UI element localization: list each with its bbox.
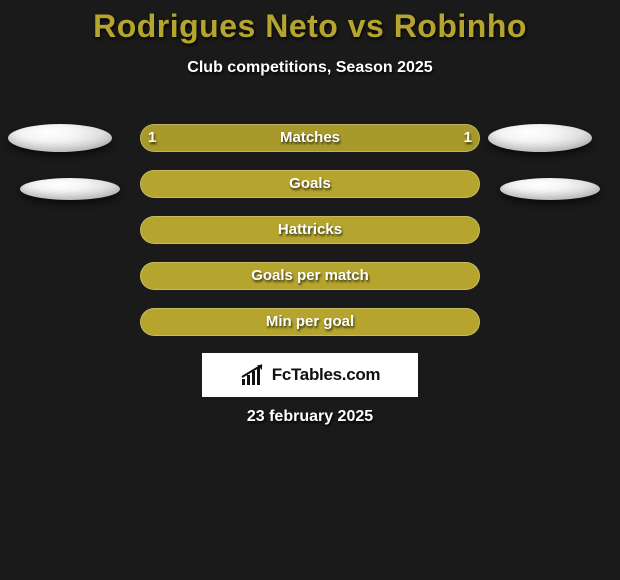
stat-bar bbox=[140, 124, 480, 152]
ellipse-decoration bbox=[20, 178, 120, 200]
stat-bar bbox=[140, 170, 480, 198]
stat-row: Min per goal bbox=[0, 308, 620, 354]
stat-row: Goals bbox=[0, 170, 620, 216]
logo: FcTables.com bbox=[202, 353, 418, 397]
date-label: 23 february 2025 bbox=[0, 408, 620, 426]
stat-row: Goals per match bbox=[0, 262, 620, 308]
stat-bar bbox=[140, 216, 480, 244]
stat-value-left: 1 bbox=[148, 124, 156, 152]
bars-arrow-icon bbox=[240, 363, 266, 387]
ellipse-decoration bbox=[500, 178, 600, 200]
comparison-infographic: Rodrigues Neto vs Robinho Club competiti… bbox=[0, 0, 620, 580]
logo-box: FcTables.com bbox=[202, 353, 418, 397]
page-subtitle: Club competitions, Season 2025 bbox=[0, 59, 620, 77]
stat-row: Hattricks bbox=[0, 216, 620, 262]
stat-row: 1 Matches 1 bbox=[0, 124, 620, 170]
stat-rows: 1 Matches 1 Goals Hattricks Goals per ma… bbox=[0, 124, 620, 354]
ellipse-decoration bbox=[488, 124, 592, 152]
page-title: Rodrigues Neto vs Robinho bbox=[0, 0, 620, 45]
stat-bar bbox=[140, 262, 480, 290]
logo-text: FcTables.com bbox=[272, 365, 381, 385]
stat-bar bbox=[140, 308, 480, 336]
ellipse-decoration bbox=[8, 124, 112, 152]
stat-value-right: 1 bbox=[464, 124, 472, 152]
